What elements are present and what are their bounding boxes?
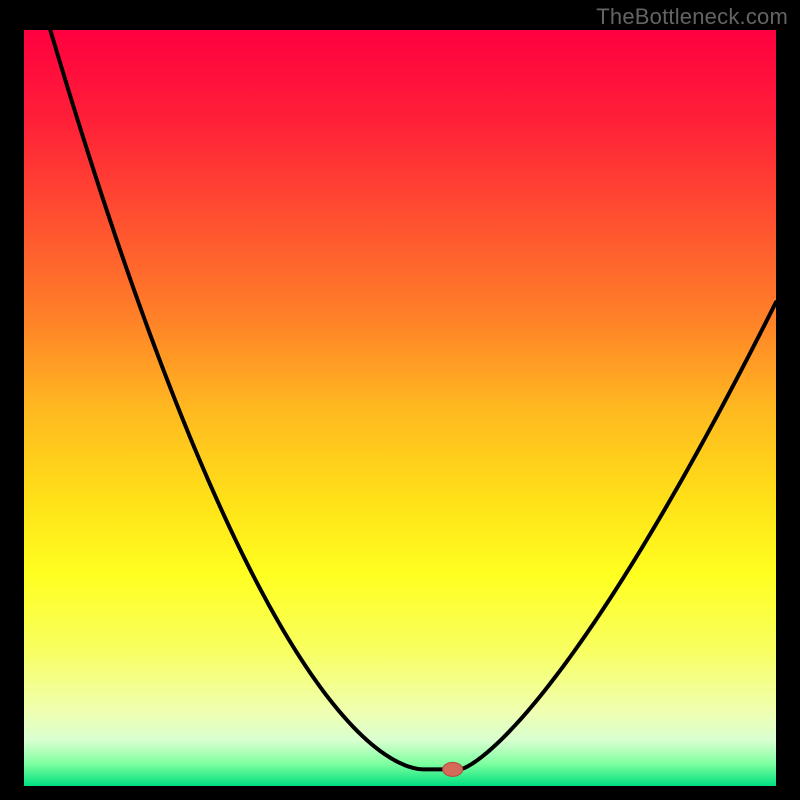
- chart-container: TheBottleneck.com: [0, 0, 800, 800]
- watermark-text: TheBottleneck.com: [596, 4, 788, 30]
- optimum-marker: [443, 762, 463, 776]
- plot-area-gradient: [24, 30, 776, 786]
- bottleneck-curve-chart: [0, 0, 800, 800]
